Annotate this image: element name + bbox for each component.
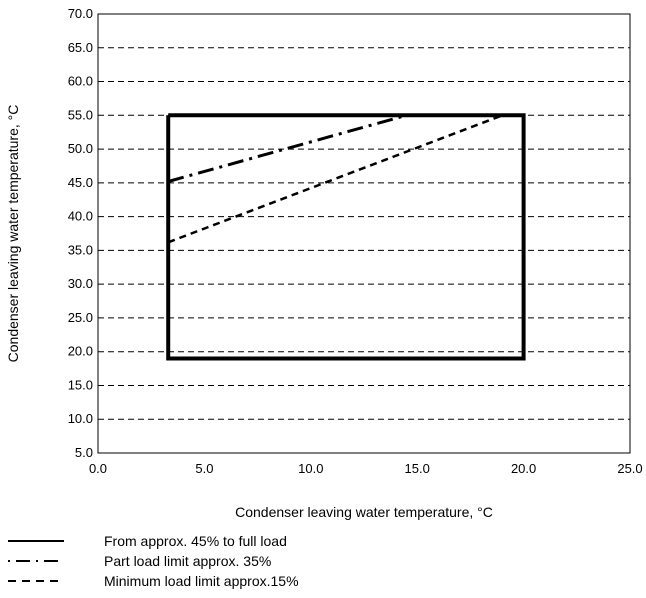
dashed-line-swatch (8, 580, 64, 582)
chart: 5.0 10.0 15.0 20.0 25.0 30.0 35.0 40.0 45.0 50.0 5… (5, 6, 643, 520)
legend-item-dash-dot: Part load limit approx. 35% (0, 552, 646, 572)
legend-item-solid: From approx. 45% to full load (0, 532, 646, 552)
x-tick-label: 5.0 (195, 461, 213, 476)
y-tick-label: 35.0 (68, 242, 93, 257)
series-layer (166, 113, 526, 361)
y-tick-label: 25.0 (68, 310, 93, 325)
x-tick-label: 15.0 (405, 461, 430, 476)
y-tick-label: 10.0 (68, 411, 93, 426)
x-tick-label: 10.0 (298, 461, 323, 476)
series-line-dashed (167, 114, 503, 244)
legend: From approx. 45% to full load Part load … (0, 532, 646, 592)
series-line-dash-dot (167, 113, 407, 183)
y-tick-label: 40.0 (68, 209, 93, 224)
x-tick-label: 0.0 (89, 461, 107, 476)
dash-dot-line-swatch (8, 560, 64, 562)
y-tick-label: 50.0 (68, 141, 93, 156)
plot-frame (97, 13, 631, 454)
y-tick-label: 5.0 (75, 445, 93, 460)
legend-item-dashed: Minimum load limit approx.15% (0, 572, 646, 592)
y-tick-label: 15.0 (68, 377, 93, 392)
y-axis-label: Condenser leaving water temperature, °C (5, 105, 21, 363)
y-tick-label: 55.0 (68, 107, 93, 122)
solid-line-swatch (8, 540, 64, 542)
y-tick-label: 70.0 (68, 6, 93, 21)
legend-label: Part load limit approx. 35% (104, 553, 272, 569)
series-line-solid (166, 113, 526, 361)
x-tick-label: 25.0 (617, 461, 642, 476)
x-axis-label: Condenser leaving water temperature, °C (235, 504, 493, 520)
grid-lines (98, 47, 630, 420)
y-tick-label: 45.0 (68, 175, 93, 190)
x-tick-labels: 0.0 5.0 10.0 15.0 20.0 25.0 (89, 461, 643, 476)
y-tick-labels: 5.0 10.0 15.0 20.0 25.0 30.0 35.0 40.0 45.0 50.0 5… (68, 6, 93, 460)
x-tick-label: 20.0 (511, 461, 536, 476)
y-tick-label: 30.0 (68, 276, 93, 291)
y-tick-label: 65.0 (68, 40, 93, 55)
legend-label: Minimum load limit approx.15% (104, 573, 299, 589)
y-tick-label: 60.0 (68, 74, 93, 89)
legend-label: From approx. 45% to full load (104, 533, 287, 549)
y-tick-label: 20.0 (68, 344, 93, 359)
